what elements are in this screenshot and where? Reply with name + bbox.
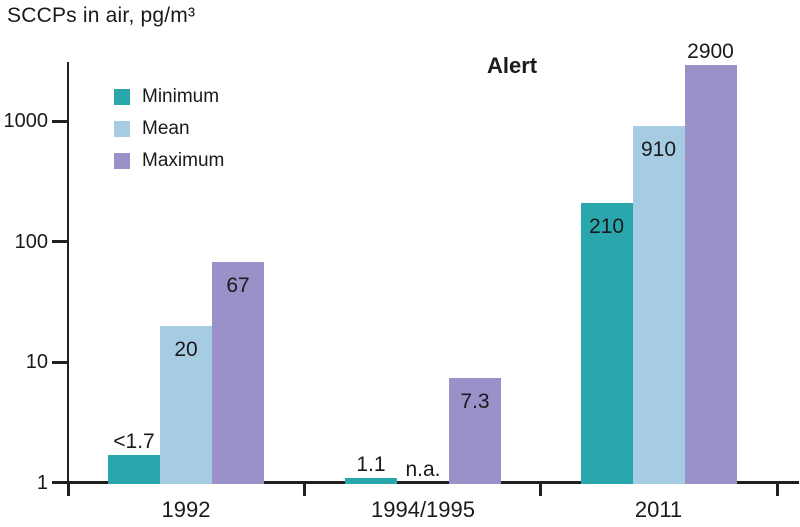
y-tick-label-1: 1 <box>36 471 48 494</box>
legend-label-maximum: Maximum <box>142 150 225 171</box>
value-label-1994-1995-minimum: 1.1 <box>356 452 386 476</box>
x-tick-mark-2 <box>538 482 542 496</box>
x-category-label-2011: 2011 <box>634 497 683 522</box>
legend-item-mean: Mean <box>114 118 224 139</box>
x-axis-line <box>66 481 799 484</box>
bar-2011-minimum <box>580 202 633 484</box>
y-tick-mark-100 <box>52 240 68 243</box>
bar-1992-minimum <box>108 454 160 484</box>
value-label-1994-1995-mean: n.a. <box>405 457 441 481</box>
legend-label-mean: Mean <box>142 118 190 139</box>
bar-2011-maximum <box>684 65 737 484</box>
y-tick-mark-1 <box>52 481 68 484</box>
bar-1994-1995-maximum <box>449 378 501 484</box>
legend-item-minimum: Minimum <box>114 86 224 107</box>
legend-item-maximum: Maximum <box>114 150 225 171</box>
x-tick-mark-1 <box>302 482 306 496</box>
value-label-1992-mean: 20 <box>174 337 198 361</box>
station-annotation: Alert <box>487 53 538 78</box>
value-label-1994-1995-maximum: 7.3 <box>460 390 490 414</box>
bar-1992-maximum <box>212 262 264 484</box>
y-tick-mark-1000 <box>52 119 68 123</box>
bar-1992-mean <box>160 325 212 484</box>
y-tick-label-1000: 1000 <box>3 110 49 132</box>
x-category-label-1992: 1992 <box>161 497 211 522</box>
value-label-2011-minimum: 210 <box>588 214 625 238</box>
value-label-2011-maximum: 2900 <box>687 40 734 64</box>
y-tick-label-100: 100 <box>14 230 48 253</box>
value-label-1992-minimum: <1.7 <box>113 429 155 453</box>
legend-swatch-mean-icon <box>114 121 130 137</box>
legend-swatch-minimum-icon <box>114 89 130 105</box>
y-tick-label-10: 10 <box>25 351 48 373</box>
value-label-1992-maximum: 67 <box>226 274 250 298</box>
bar-2011-mean <box>632 125 685 484</box>
legend: Minimum Mean Maximum <box>114 86 225 184</box>
y-tick-mark-10 <box>52 360 68 364</box>
chart-title: SCCPs in air, pg/m³ <box>7 4 196 27</box>
x-tick-mark-0 <box>66 482 70 496</box>
legend-swatch-maximum-icon <box>114 153 130 169</box>
y-axis-line <box>67 62 69 483</box>
legend-label-minimum: Minimum <box>142 86 220 107</box>
x-category-label-1994-1995: 1994/1995 <box>371 497 475 522</box>
x-tick-mark-3 <box>775 482 779 496</box>
bar-1994-1995-minimum <box>345 477 397 484</box>
value-label-2011-mean: 910 <box>640 137 677 161</box>
